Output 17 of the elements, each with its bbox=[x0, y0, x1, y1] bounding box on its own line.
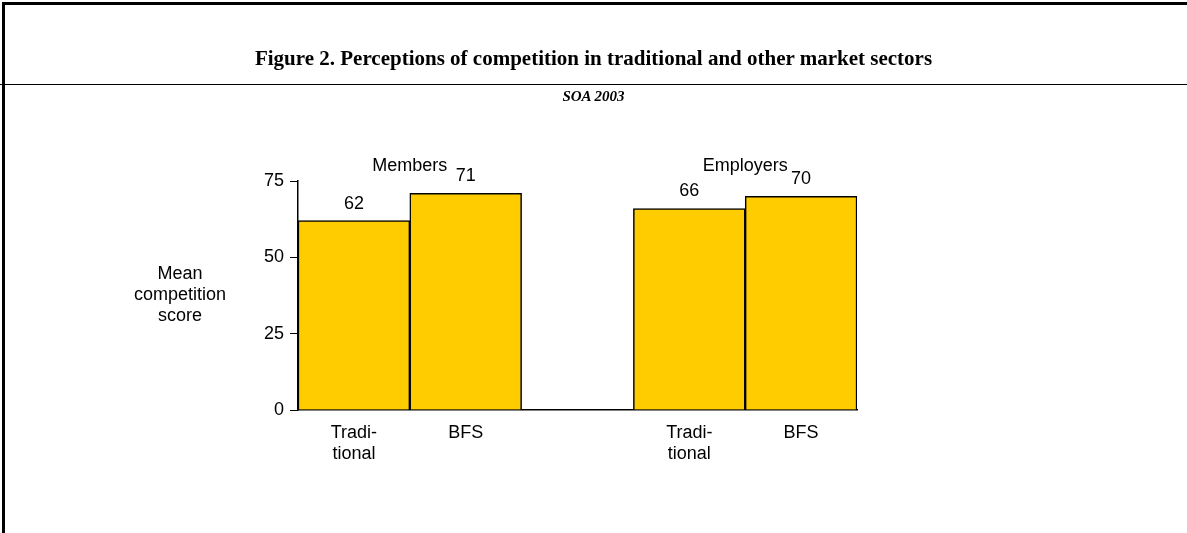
y-axis-title: Mean competition score bbox=[133, 263, 227, 326]
text: Members bbox=[372, 154, 448, 175]
x-tick-label: BFS bbox=[783, 421, 819, 442]
x-tick-label: Tradi- tional bbox=[666, 421, 713, 464]
y-tick-label: 50 bbox=[263, 246, 284, 267]
chart-subtitle: SOA 2003 bbox=[561, 88, 626, 105]
text: Employers bbox=[702, 154, 788, 175]
y-tick-label: 75 bbox=[263, 169, 284, 190]
x-tick-label: Tradi- tional bbox=[330, 421, 378, 464]
chart-title: Figure 2. Perceptions of competition in traditional and other market sectors bbox=[253, 46, 934, 71]
y-tick-label: 25 bbox=[263, 322, 284, 343]
data-label: 62 bbox=[343, 192, 364, 213]
data-label: 66 bbox=[679, 180, 700, 201]
y-tick-label: 0 bbox=[273, 398, 284, 419]
x-tick-label: BFS bbox=[448, 421, 484, 442]
data-label: 70 bbox=[791, 168, 812, 189]
data-label: 71 bbox=[455, 165, 476, 186]
